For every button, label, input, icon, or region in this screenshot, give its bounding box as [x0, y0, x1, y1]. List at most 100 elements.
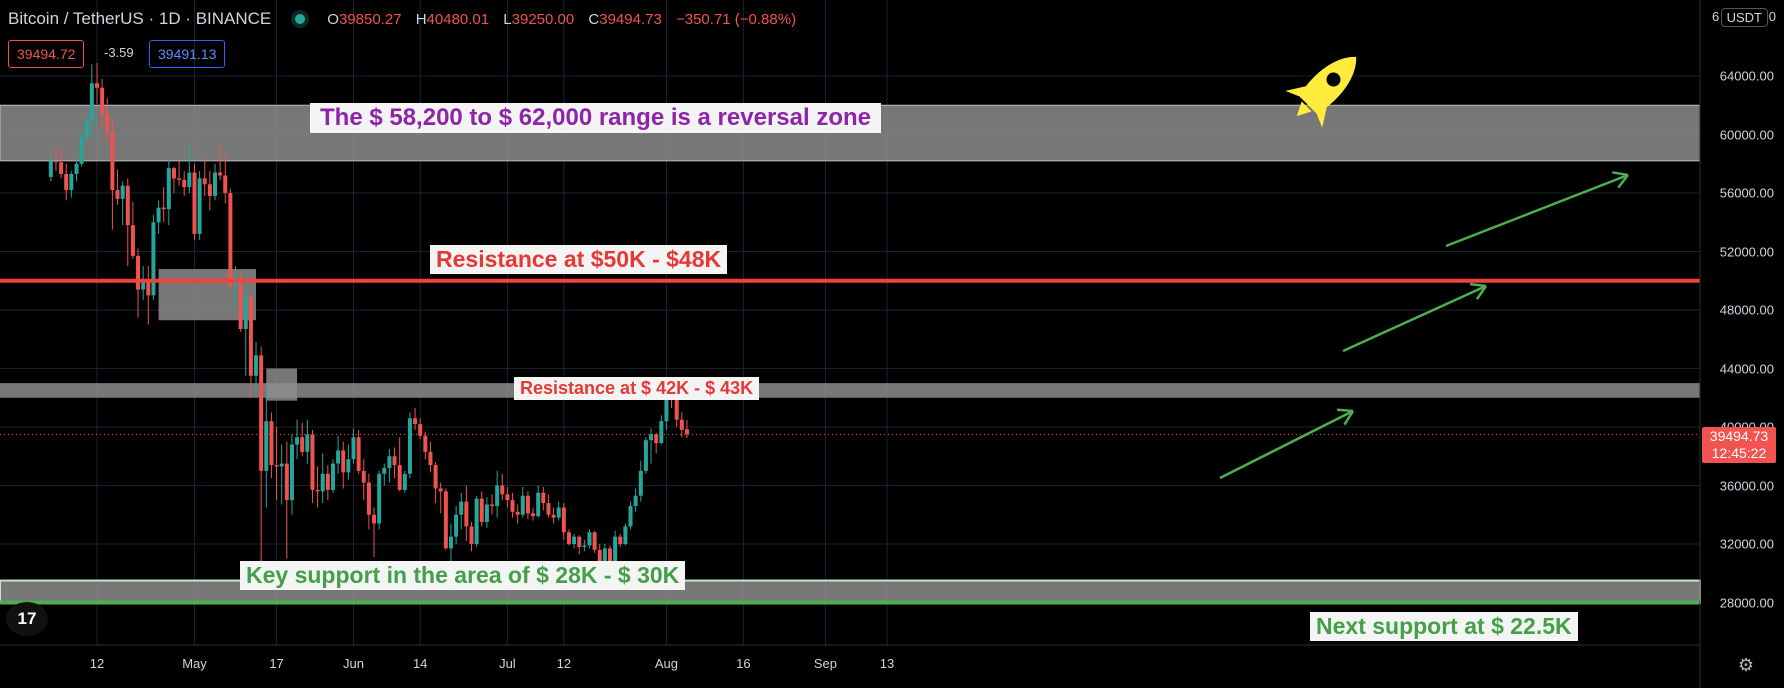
- price-tick-label: 64000.00: [1719, 68, 1774, 84]
- candle-body: [556, 507, 561, 518]
- candle-body: [48, 160, 53, 177]
- price-tick-label: 36000.00: [1719, 478, 1774, 493]
- buy-price-box[interactable]: 39491.13: [149, 40, 226, 68]
- candle-body: [602, 548, 607, 562]
- resistance-42k-annotation[interactable]: Resistance at $ 42K - $ 43K: [514, 377, 760, 400]
- candle-body: [490, 504, 495, 506]
- candle-body: [110, 131, 115, 191]
- candle-body: [182, 179, 187, 188]
- candle-body: [551, 514, 556, 518]
- projection-arrow: [1445, 173, 1629, 248]
- candle-body: [207, 184, 212, 196]
- candle-body: [361, 470, 366, 483]
- candle-body: [500, 485, 505, 495]
- candle-body: [141, 279, 146, 290]
- currency-selector[interactable]: USDT: [1720, 8, 1768, 27]
- candle-body: [418, 424, 423, 436]
- candle-body: [459, 501, 464, 515]
- tradingview-logo-icon[interactable]: 17: [6, 602, 48, 636]
- candle-body: [659, 421, 664, 444]
- candle-body: [351, 437, 356, 460]
- candle-body: [264, 421, 269, 471]
- arrow-head: [1469, 282, 1487, 288]
- candle-body: [105, 114, 110, 132]
- key-support-annotation[interactable]: Key support in the area of $ 28K - $ 30K: [240, 561, 686, 590]
- candle-body: [100, 87, 105, 115]
- candle-body: [520, 495, 525, 515]
- candle-body: [202, 178, 207, 185]
- sell-price-box[interactable]: 39494.72: [8, 40, 85, 68]
- candle-body: [120, 185, 125, 199]
- time-tick-label: Jul: [499, 656, 516, 671]
- resistance-50k-annotation[interactable]: Resistance at $50K - $48K: [430, 245, 728, 274]
- candle-body: [387, 456, 392, 468]
- candle-body: [125, 185, 130, 226]
- candle-body: [269, 421, 274, 466]
- candle-body: [161, 207, 166, 210]
- chart-header: Bitcoin / TetherUS · 1D · BINANCE O39850…: [8, 9, 806, 29]
- reversal-zone-annotation[interactable]: The $ 58,200 to $ 62,000 range is a reve…: [310, 103, 881, 133]
- symbol-title[interactable]: Bitcoin / TetherUS · 1D · BINANCE: [8, 9, 272, 28]
- candle-body: [397, 465, 402, 490]
- candle-body: [438, 488, 443, 492]
- time-tick-label: 16: [736, 656, 751, 671]
- candle-body: [582, 545, 587, 547]
- breakdown-box: [266, 368, 298, 401]
- candle-body: [541, 492, 546, 504]
- spread-value: -3.59: [104, 45, 134, 60]
- high-label: H: [415, 10, 427, 28]
- candle-body: [248, 296, 253, 376]
- candle-body: [274, 465, 279, 467]
- price-tick-label: 44000.00: [1719, 361, 1774, 376]
- candle-body: [341, 450, 346, 473]
- candle-body: [592, 532, 597, 550]
- ohlc-readout: O39850.27 H40480.01 L39250.00 C39494.73 …: [327, 11, 806, 28]
- candle-body: [212, 172, 217, 196]
- candle-body: [95, 83, 99, 88]
- candle-body: [638, 470, 643, 496]
- price-tick-label: 48000.00: [1719, 302, 1774, 318]
- open-label: O: [327, 10, 339, 28]
- candle-body: [382, 467, 387, 474]
- candle-body: [115, 190, 120, 199]
- candle-body: [279, 463, 284, 467]
- candle-body: [392, 456, 397, 466]
- candle-body: [136, 255, 141, 290]
- candle-body: [464, 501, 469, 527]
- time-tick-label: Jun: [343, 656, 364, 671]
- candle-body: [633, 495, 638, 506]
- candle-body: [228, 193, 233, 287]
- next-support-annotation[interactable]: Next support at $ 22.5K: [1310, 612, 1578, 641]
- candle-body: [618, 536, 623, 544]
- candle-body: [218, 172, 223, 176]
- arrow-head: [1343, 410, 1355, 426]
- arrow-head: [1612, 171, 1629, 177]
- time-tick-label: Aug: [654, 656, 678, 671]
- candle-body: [407, 418, 412, 474]
- candle-body: [664, 396, 669, 422]
- time-tick-label: May: [182, 656, 207, 671]
- candle-body: [536, 492, 541, 517]
- price-tick-label: 28000.00: [1719, 595, 1774, 610]
- candle-body: [69, 173, 74, 191]
- candle-body: [254, 355, 259, 376]
- candle-body: [156, 207, 161, 223]
- change-value: −350.71 (−0.88%): [675, 10, 797, 28]
- candle-body: [300, 437, 305, 452]
- price-tick-label: 60000.00: [1719, 127, 1774, 142]
- time-tick-label: 17: [269, 656, 284, 671]
- candle-body: [243, 296, 248, 330]
- settings-gear-icon[interactable]: ⚙: [1737, 655, 1754, 675]
- candle-body: [572, 536, 577, 544]
- price-tick-label: 32000.00: [1719, 536, 1774, 552]
- low-value: 39250.00: [511, 10, 575, 28]
- candle-body: [654, 434, 659, 444]
- projection-arrow: [1342, 284, 1487, 353]
- candle-body: [74, 163, 79, 174]
- candle-body: [295, 437, 300, 445]
- candle-body: [679, 419, 684, 430]
- candle-body: [238, 282, 243, 330]
- candle-body: [53, 160, 58, 163]
- candle-body: [166, 168, 171, 210]
